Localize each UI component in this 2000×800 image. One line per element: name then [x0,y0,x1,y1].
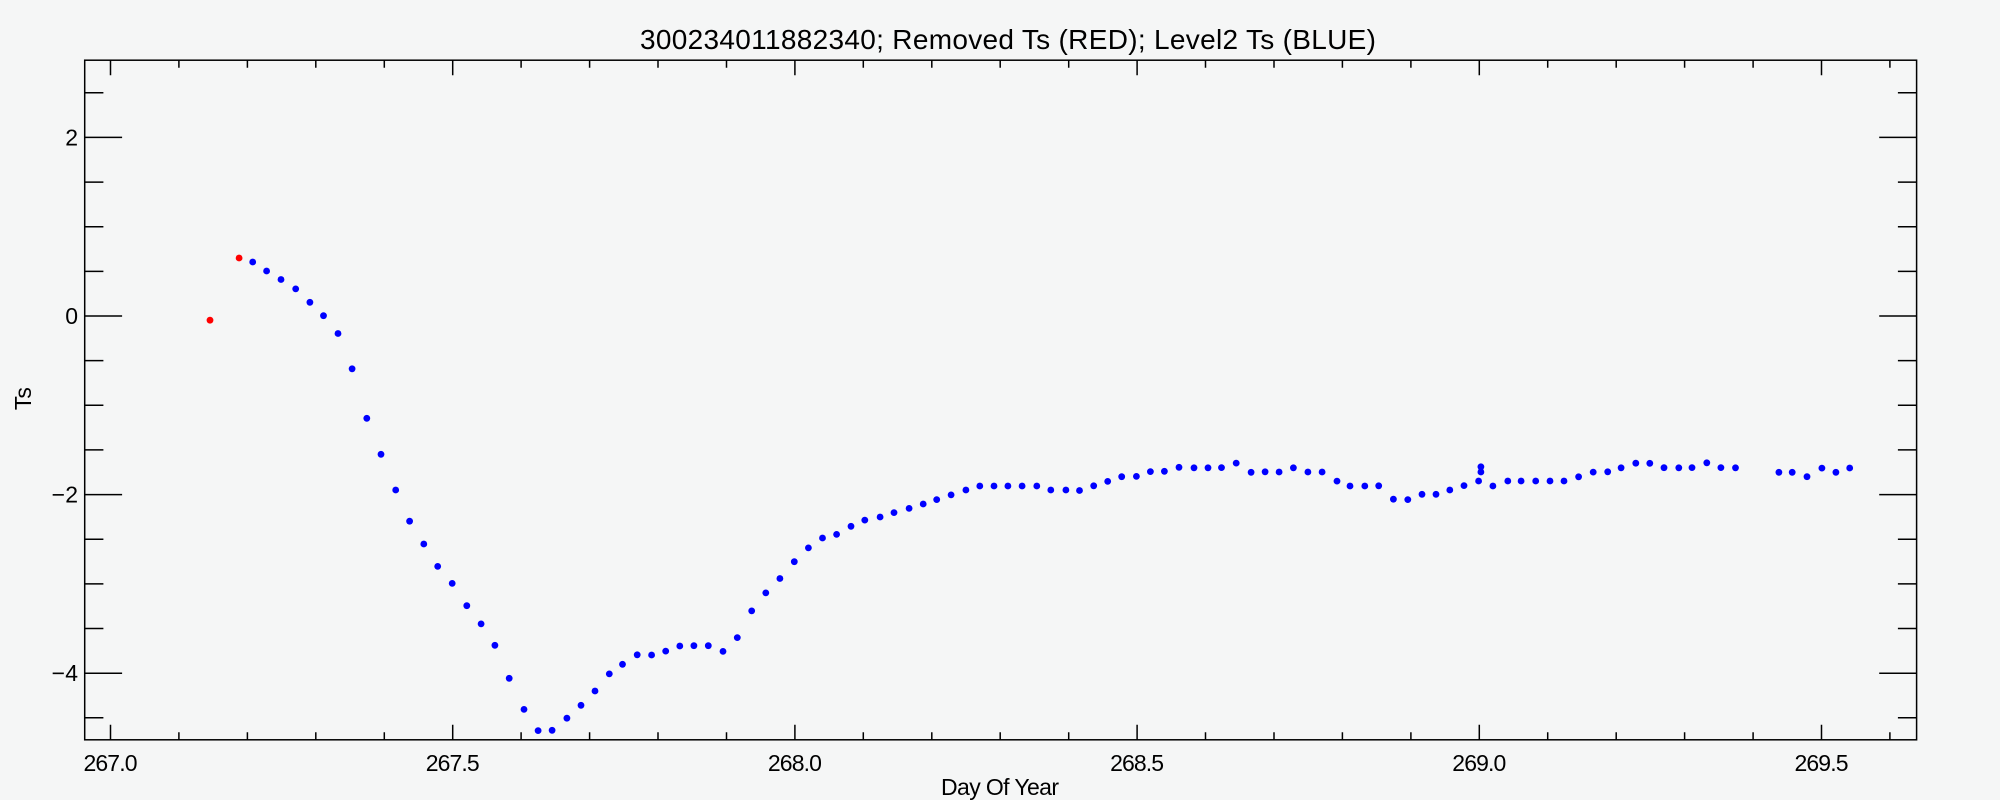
svg-text:267.5: 267.5 [426,750,480,776]
svg-text:Day Of Year: Day Of Year [941,774,1059,800]
svg-text:−4: −4 [52,660,79,686]
svg-text:−2: −2 [52,482,78,508]
svg-text:268.0: 268.0 [768,750,822,776]
svg-text:0: 0 [65,303,78,329]
svg-text:268.5: 268.5 [1110,750,1164,776]
svg-text:Ts: Ts [10,387,36,410]
svg-text:267.0: 267.0 [84,750,138,776]
svg-text:2: 2 [65,124,78,150]
svg-text:269.0: 269.0 [1452,750,1506,776]
svg-text:269.5: 269.5 [1795,750,1849,776]
svg-text:300234011882340; Removed Ts (R: 300234011882340; Removed Ts (RED); Level… [640,24,1376,55]
